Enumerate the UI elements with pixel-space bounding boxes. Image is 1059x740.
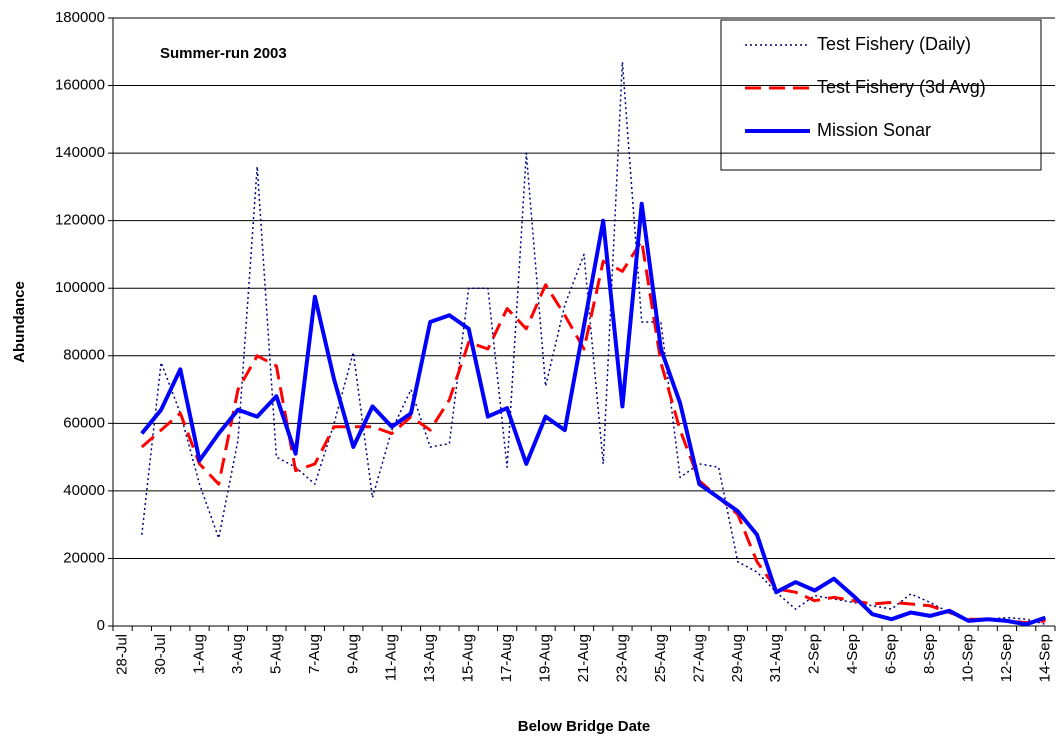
x-tick-label: 30-Jul bbox=[152, 634, 169, 675]
x-tick-label: 19-Aug bbox=[537, 634, 554, 682]
y-tick-label: 40000 bbox=[63, 482, 105, 499]
x-tick-label: 31-Aug bbox=[767, 634, 784, 682]
x-tick-label: 1-Aug bbox=[190, 634, 207, 674]
x-tick-label: 23-Aug bbox=[613, 634, 630, 682]
x-tick-label: 11-Aug bbox=[383, 634, 400, 681]
x-tick-label: 12-Sep bbox=[998, 634, 1015, 682]
x-tick-label: 5-Aug bbox=[267, 634, 284, 674]
chart-title: Summer-run 2003 bbox=[160, 45, 287, 62]
x-tick-label: 6-Sep bbox=[883, 634, 900, 674]
legend-label: Test Fishery (Daily) bbox=[817, 34, 971, 54]
x-tick-label: 7-Aug bbox=[306, 634, 323, 674]
x-tick-label: 21-Aug bbox=[575, 634, 592, 682]
y-tick-label: 140000 bbox=[55, 144, 105, 161]
x-tick-label: 15-Aug bbox=[460, 634, 477, 682]
x-tick-label: 8-Sep bbox=[921, 634, 938, 674]
legend-label: Mission Sonar bbox=[817, 120, 931, 140]
x-tick-label: 2-Sep bbox=[806, 634, 823, 674]
y-tick-label: 160000 bbox=[55, 77, 105, 94]
x-tick-label: 28-Jul bbox=[114, 634, 131, 675]
y-tick-label: 180000 bbox=[55, 9, 105, 26]
x-tick-label: 3-Aug bbox=[229, 634, 246, 674]
x-tick-label: 29-Aug bbox=[729, 634, 746, 682]
y-axis-label: Abundance bbox=[11, 281, 28, 363]
series-line bbox=[140, 239, 1046, 625]
y-tick-label: 100000 bbox=[55, 279, 105, 296]
y-tick-label: 0 bbox=[97, 617, 105, 634]
x-tick-label: 9-Aug bbox=[344, 634, 361, 674]
y-tick-label: 20000 bbox=[63, 549, 105, 566]
series-line bbox=[140, 201, 1047, 627]
x-tick-label: 17-Aug bbox=[498, 634, 515, 682]
x-tick-label: 14-Sep bbox=[1036, 634, 1053, 682]
y-tick-label: 80000 bbox=[63, 347, 105, 364]
x-tick-label: 13-Aug bbox=[421, 634, 438, 682]
x-axis-label: Below Bridge Date bbox=[518, 718, 651, 735]
legend-box bbox=[720, 19, 1042, 171]
legend-label: Test Fishery (3d Avg) bbox=[817, 77, 986, 97]
x-tick-label: 4-Sep bbox=[844, 634, 861, 674]
series-line bbox=[141, 61, 1046, 626]
x-tick-label: 25-Aug bbox=[652, 634, 669, 682]
y-tick-label: 60000 bbox=[63, 414, 105, 431]
x-tick-label: 10-Sep bbox=[959, 634, 976, 682]
x-tick-label: 27-Aug bbox=[690, 634, 707, 682]
y-tick-label: 120000 bbox=[55, 212, 105, 229]
